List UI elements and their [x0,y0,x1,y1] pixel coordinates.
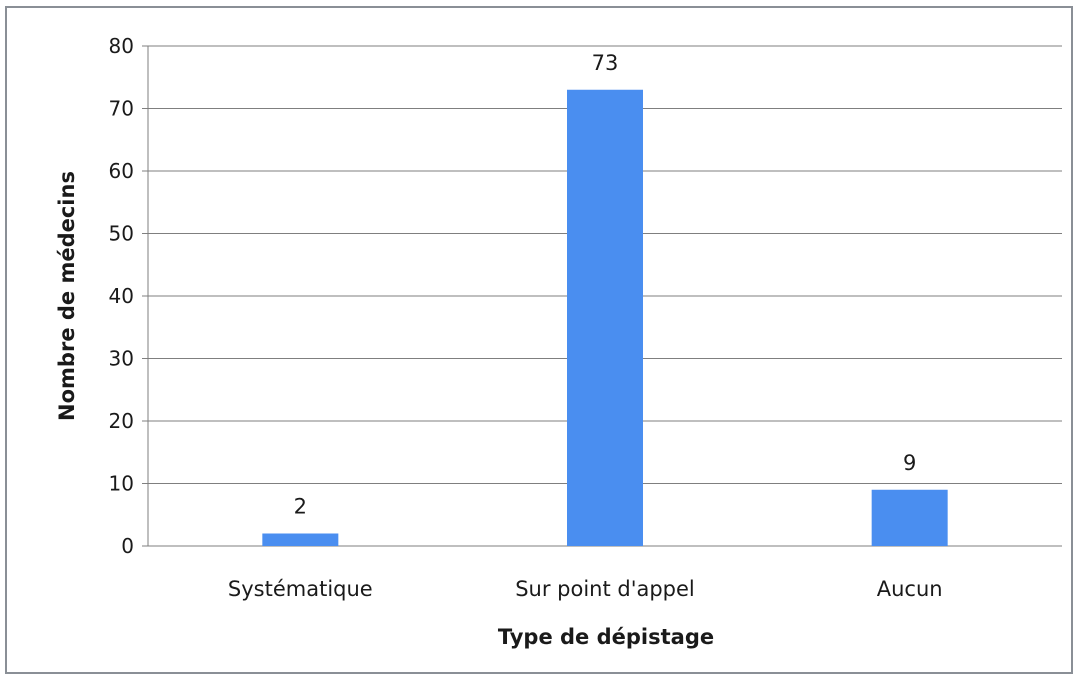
data-label: 9 [903,451,916,475]
x-tick-label: Systématique [228,577,373,601]
y-tick-label: 30 [109,347,134,371]
x-tick-label: Sur point d'appel [515,577,695,601]
x-axis-title: Type de dépistage [498,625,714,649]
bars [262,89,948,546]
chart-frame [5,6,1073,674]
y-tick-label: 70 [109,97,134,121]
y-tick-label: 60 [109,159,134,183]
y-tick-label: 50 [109,222,134,246]
y-tick-label: 80 [109,34,134,58]
bar [567,89,643,546]
y-tick-label: 0 [121,534,134,558]
bar [871,489,948,546]
data-label: 73 [592,51,619,75]
x-tick-label: Aucun [877,577,943,601]
y-tick-label: 10 [109,472,134,496]
y-tick-label: 20 [109,409,134,433]
y-tick-label: 40 [109,284,134,308]
bar [262,533,339,546]
labels: 0 10 20 30 40 50 60 70 80 2 Systématique 73 Sur poin… [109,34,943,601]
y-axis-title: Nombre de médecins [55,171,79,421]
data-label: 2 [294,495,307,519]
